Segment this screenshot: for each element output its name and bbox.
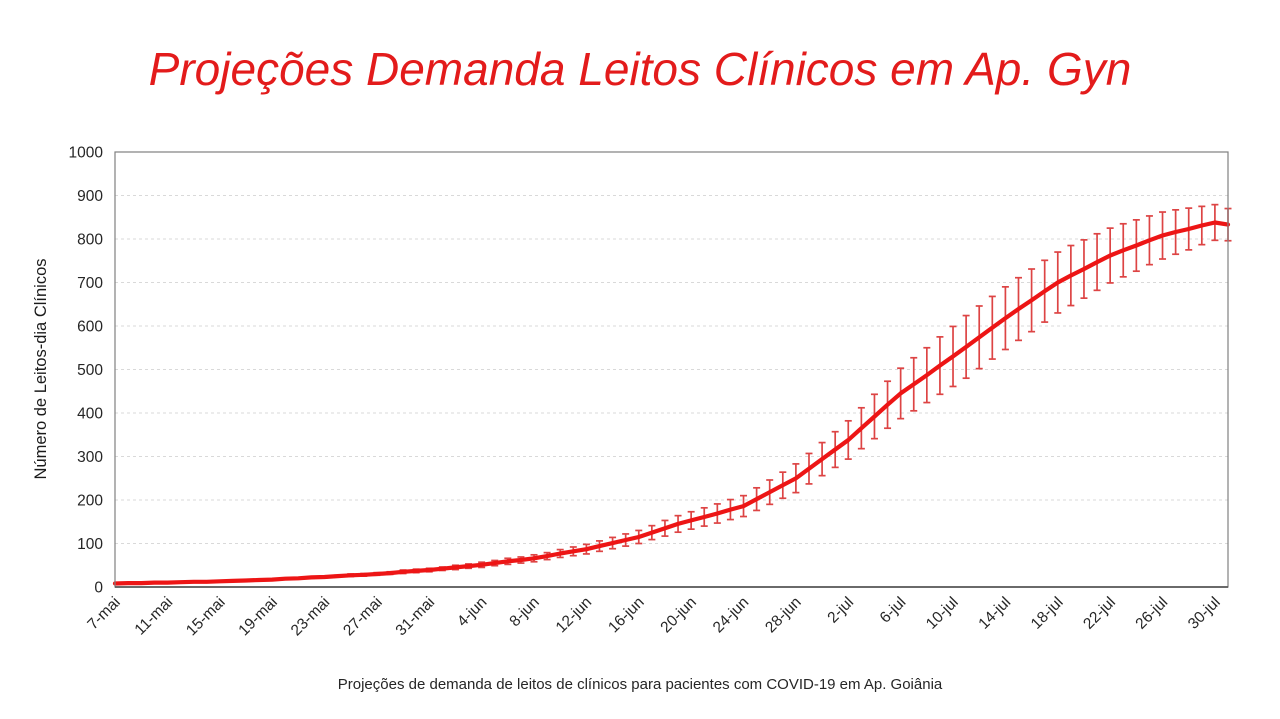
y-tick-label: 100 — [77, 536, 103, 553]
y-tick-label: 600 — [77, 319, 103, 336]
x-tick-label: 18-jul — [1028, 594, 1067, 633]
gridlines-layer — [115, 195, 1228, 544]
y-tick-label: 200 — [77, 493, 103, 510]
x-tick-label: 15-mai — [183, 594, 229, 640]
x-tick-label: 6-jul — [877, 594, 910, 627]
error-bars-layer — [268, 203, 1232, 582]
x-tick-label: 19-mai — [235, 594, 281, 640]
y-tick-label: 400 — [77, 406, 103, 423]
y-tick-label: 800 — [77, 232, 103, 249]
x-tick-label: 16-jun — [605, 594, 647, 636]
chart-title: Projeções Demanda Leitos Clínicos em Ap.… — [148, 43, 1132, 95]
y-tick-label: 700 — [77, 275, 103, 292]
x-tick-label: 27-mai — [340, 594, 386, 640]
plot-border — [114, 151, 1229, 588]
x-tick-label: 12-jun — [553, 594, 595, 636]
chart-caption: Projeções de demanda de leitos de clínic… — [337, 676, 943, 693]
x-tick-label: 23-mai — [288, 594, 334, 640]
y-tick-label: 300 — [77, 449, 103, 466]
y-tick-label: 1000 — [69, 145, 104, 162]
x-tick-label: 24-jun — [710, 594, 752, 636]
y-tick-labels: 0 100 200 300 400 500 600 700 800 900 1000 — [69, 145, 104, 597]
x-tick-label: 30-jul — [1185, 594, 1224, 633]
x-tick-label: 20-jun — [657, 594, 699, 636]
x-tick-label: 2-jul — [824, 594, 857, 627]
x-tick-label: 11-mai — [132, 594, 177, 639]
y-tick-label: 500 — [77, 362, 103, 379]
y-tick-label: 0 — [94, 580, 103, 597]
x-tick-label: 31-mai — [393, 594, 439, 640]
y-axis-title: Número de Leitos-dia Clínicos — [32, 258, 50, 479]
x-tick-label: 4-jun — [454, 594, 490, 630]
x-tick-label: 14-jul — [975, 594, 1014, 633]
x-tick-label: 8-jun — [506, 594, 542, 630]
x-tick-label: 10-jul — [923, 594, 962, 633]
x-tick-labels: 7-mai 11-mai 15-mai 19-mai 23-mai 27-mai 31-ma… — [84, 594, 1223, 640]
x-tick-label: 26-jul — [1132, 594, 1171, 633]
x-tick-label: 28-jun — [762, 594, 804, 636]
x-tick-label: 7-mai — [84, 594, 123, 633]
y-tick-label: 900 — [77, 188, 103, 205]
series-line — [112, 220, 1231, 586]
x-tick-label: 22-jul — [1080, 594, 1119, 633]
